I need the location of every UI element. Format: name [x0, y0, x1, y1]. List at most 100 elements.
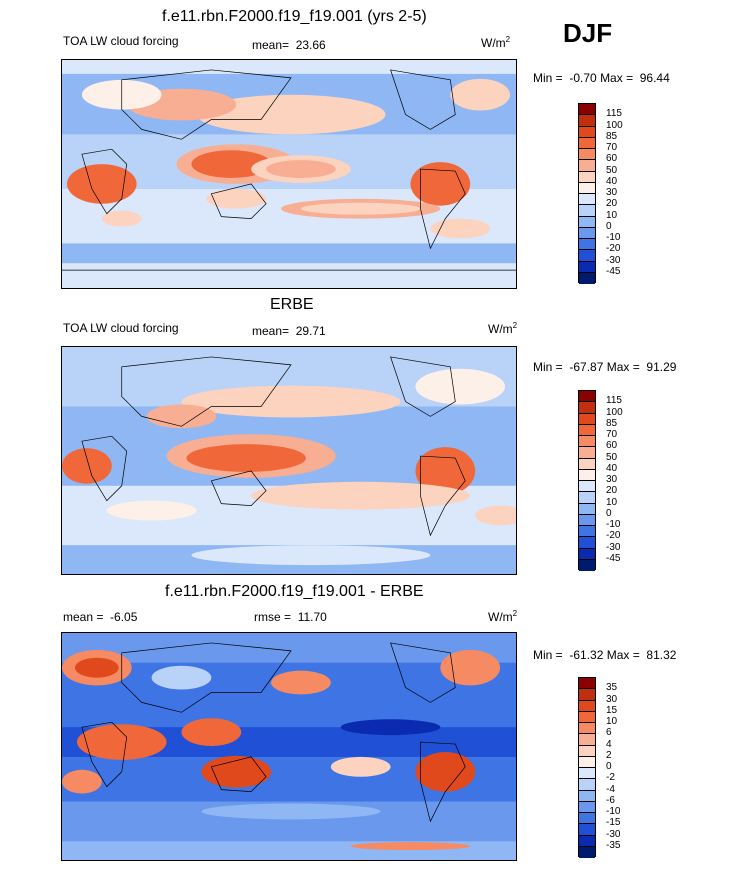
colorbar-box — [579, 205, 595, 217]
colorbar-box — [579, 149, 595, 161]
panel2-title: ERBE — [270, 296, 314, 313]
colorbar-box — [579, 700, 595, 712]
panel2-min-label: Min = — [533, 360, 563, 374]
colorbar-box — [579, 526, 595, 538]
panel1-colorbar — [578, 103, 596, 284]
panel1-units: W/m2 — [481, 35, 510, 50]
colorbar-box — [579, 458, 595, 470]
colorbar-box — [579, 711, 595, 723]
panel1-title: f.e11.rbn.F2000.f19_f19.001 (yrs 2-5) — [162, 8, 427, 25]
colorbar-box — [579, 481, 595, 493]
colorbar-level-label: -15 — [606, 817, 621, 829]
colorbar-level-label: -30 — [606, 541, 621, 553]
colorbar-box — [579, 126, 595, 138]
colorbar-level-label: 20 — [606, 485, 618, 497]
colorbar-level-label: 2 — [606, 749, 612, 761]
panel2-minmax: Min = -67.87 Max = 91.29 — [533, 360, 676, 374]
panel1-mean-label: mean= — [252, 38, 290, 52]
colorbar-level-label: -2 — [606, 772, 615, 784]
panel3-rmse-label: rmse = — [254, 610, 292, 624]
colorbar-level-label: 85 — [606, 130, 618, 142]
colorbar-level-label: -45 — [606, 552, 621, 564]
colorbar-box — [579, 492, 595, 504]
colorbar-box — [579, 813, 595, 825]
colorbar-level-label: 60 — [606, 153, 618, 165]
panel2-units-sup: 2 — [512, 321, 518, 330]
panel1-map-svg — [62, 60, 516, 288]
colorbar-level-label: -10 — [606, 519, 621, 530]
colorbar-box — [579, 824, 595, 836]
panel1-min-value: -0.70 — [569, 71, 597, 85]
colorbar-level-label: 100 — [606, 119, 623, 131]
panel1-mean: mean= 23.66 — [252, 38, 326, 52]
panel3-min-value: -61.32 — [569, 648, 604, 662]
colorbar-level-label: 10 — [606, 209, 618, 221]
colorbar-level-label: 30 — [606, 474, 618, 485]
colorbar-box — [579, 835, 595, 847]
panel3-min-label: Min = — [533, 648, 563, 662]
colorbar-level-label: 4 — [606, 738, 612, 750]
colorbar-level-label: 115 — [606, 108, 622, 120]
colorbar-level-label: -35 — [606, 839, 621, 851]
colorbar-level-label: 30 — [606, 693, 618, 705]
colorbar-level-label: -45 — [606, 265, 621, 277]
colorbar-level-label: -4 — [606, 783, 615, 795]
panel2-mean-value: 29.71 — [295, 324, 326, 338]
season-label: DJF — [563, 18, 613, 48]
colorbar-box — [579, 734, 595, 746]
panel1-max-label: Max = — [600, 71, 634, 85]
colorbar-box — [579, 391, 595, 403]
colorbar-box — [579, 469, 595, 481]
panel3-rmse-value: 11.70 — [297, 610, 327, 624]
colorbar-level-label: 10 — [606, 496, 618, 508]
colorbar-box — [579, 745, 595, 757]
colorbar-box — [579, 768, 595, 780]
panel1-variable: TOA LW cloud forcing — [63, 34, 179, 48]
panel1-units-text: W/m — [481, 36, 506, 50]
panel1-minmax: Min = -0.70 Max = 96.44 — [533, 71, 670, 85]
colorbar-box — [579, 436, 595, 448]
colorbar-box — [579, 790, 595, 802]
panel3-mean: mean = -6.05 — [63, 610, 137, 624]
colorbar-box — [579, 250, 595, 262]
panel3-units-sup: 2 — [512, 609, 518, 618]
colorbar-level-label: 35 — [606, 682, 618, 694]
colorbar-box — [579, 846, 595, 858]
colorbar-box — [579, 559, 595, 571]
panel2-units-text: W/m — [488, 322, 513, 336]
colorbar-level-label: -10 — [606, 232, 621, 243]
panel2-min-value: -67.87 — [569, 360, 604, 374]
colorbar-level-label: -20 — [606, 530, 621, 542]
colorbar-level-label: 6 — [606, 727, 612, 739]
panel1-mean-value: 23.66 — [295, 38, 326, 52]
colorbar-box — [579, 402, 595, 414]
colorbar-box — [579, 272, 595, 284]
colorbar-level-label: 40 — [606, 175, 618, 187]
panel3-mean-label: mean = — [63, 610, 104, 624]
colorbar-box — [579, 227, 595, 239]
panel3-units-text: W/m — [488, 610, 513, 624]
colorbar-level-label: 85 — [606, 417, 618, 429]
colorbar-box — [579, 239, 595, 251]
colorbar-level-label: 0 — [606, 761, 612, 772]
colorbar-level-label: 40 — [606, 462, 618, 474]
colorbar-level-label: -6 — [606, 794, 615, 806]
panel2-map-svg — [62, 347, 516, 574]
panel1-map — [61, 59, 517, 289]
colorbar-box — [579, 756, 595, 768]
panel1-max-value: 96.44 — [639, 71, 670, 85]
colorbar-level-label: 10 — [606, 716, 618, 727]
colorbar-box — [579, 413, 595, 425]
panel3-rmse: rmse = 11.70 — [254, 610, 327, 624]
colorbar-box — [579, 503, 595, 515]
panel2-mean: mean= 29.71 — [252, 324, 326, 338]
colorbar-box — [579, 137, 595, 149]
colorbar-box — [579, 548, 595, 560]
panel2-mean-label: mean= — [252, 324, 290, 338]
colorbar-box — [579, 447, 595, 459]
panel3-max-value: 81.32 — [646, 648, 677, 662]
colorbar-box — [579, 261, 595, 273]
colorbar-box — [579, 171, 595, 183]
colorbar-box — [579, 104, 595, 116]
panel1-units-sup: 2 — [505, 35, 511, 44]
